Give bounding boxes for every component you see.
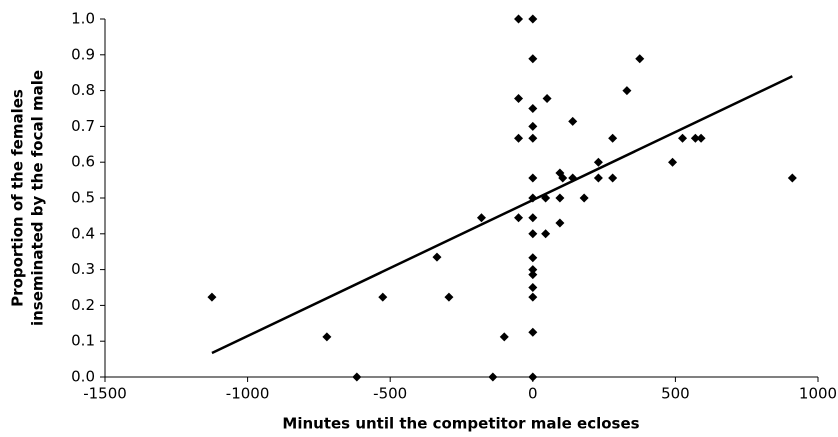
point bbox=[514, 14, 524, 24]
point bbox=[668, 157, 678, 167]
point bbox=[528, 173, 538, 183]
x-tick-label: 1000 bbox=[799, 385, 837, 403]
point bbox=[568, 173, 578, 183]
point bbox=[678, 133, 688, 143]
y-axis-title: Proportion of the females bbox=[9, 89, 27, 307]
x-tick-label: 500 bbox=[661, 385, 690, 403]
point bbox=[608, 133, 618, 143]
point bbox=[608, 173, 618, 183]
y-tick-label: 0.9 bbox=[71, 45, 95, 63]
y-tick-label: 0.6 bbox=[71, 153, 95, 171]
y-tick-label: 0.0 bbox=[71, 368, 95, 386]
point bbox=[476, 213, 486, 223]
point bbox=[528, 133, 538, 143]
y-tick-label: 0.4 bbox=[71, 224, 95, 242]
point bbox=[499, 332, 509, 342]
y-axis-title: inseminated by the focal male bbox=[29, 70, 47, 326]
point bbox=[528, 213, 538, 223]
point bbox=[528, 104, 538, 113]
point bbox=[558, 173, 568, 183]
trend-line bbox=[211, 75, 793, 355]
point bbox=[568, 116, 578, 126]
y-tick-label: 0.5 bbox=[71, 189, 95, 207]
x-tick-label: 0 bbox=[528, 385, 538, 403]
point bbox=[579, 193, 589, 203]
point bbox=[528, 229, 538, 239]
point bbox=[635, 54, 645, 64]
point bbox=[207, 292, 217, 302]
point bbox=[322, 332, 332, 342]
point bbox=[514, 213, 524, 223]
point bbox=[555, 218, 565, 228]
point bbox=[352, 372, 362, 382]
point bbox=[593, 157, 603, 167]
x-tick-label: -500 bbox=[373, 385, 407, 403]
point bbox=[696, 133, 706, 143]
point bbox=[528, 292, 538, 302]
point bbox=[444, 292, 454, 302]
point bbox=[528, 193, 538, 203]
point bbox=[787, 173, 797, 183]
point bbox=[528, 253, 538, 263]
point bbox=[528, 14, 538, 24]
point bbox=[542, 93, 552, 103]
point bbox=[593, 173, 603, 183]
point bbox=[528, 372, 538, 382]
point bbox=[541, 229, 551, 239]
y-tick-label: 0.7 bbox=[71, 117, 95, 135]
point bbox=[528, 121, 538, 131]
point bbox=[528, 283, 538, 292]
point bbox=[514, 93, 524, 103]
point bbox=[528, 54, 538, 64]
y-tick-label: 0.2 bbox=[71, 296, 95, 314]
y-tick-label: 1.0 bbox=[71, 10, 95, 28]
point bbox=[528, 265, 538, 275]
point bbox=[541, 193, 551, 203]
y-tick-label: 0.3 bbox=[71, 260, 95, 278]
y-tick-label: 0.1 bbox=[71, 332, 95, 350]
point bbox=[622, 86, 632, 96]
x-tick-label: -1500 bbox=[83, 385, 127, 403]
point bbox=[378, 292, 388, 302]
point bbox=[488, 372, 498, 382]
y-tick-label: 0.8 bbox=[71, 81, 95, 99]
point bbox=[432, 252, 442, 262]
point bbox=[555, 193, 565, 203]
x-axis-title: Minutes until the competitor male eclose… bbox=[282, 415, 639, 433]
point bbox=[690, 133, 700, 143]
x-tick-label: -1000 bbox=[226, 385, 270, 403]
point bbox=[528, 327, 538, 337]
point bbox=[528, 270, 538, 280]
point bbox=[514, 133, 524, 143]
